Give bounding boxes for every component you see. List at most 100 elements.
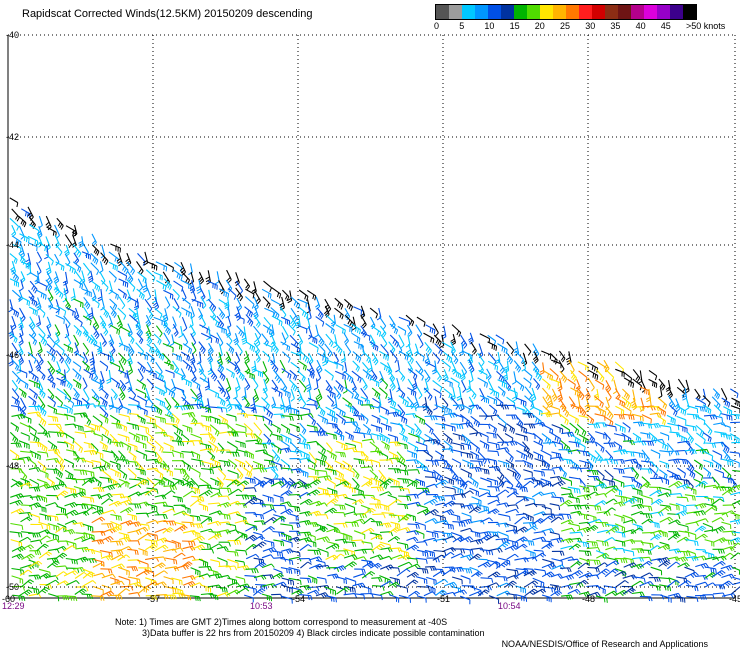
wind-barb [207, 280, 218, 290]
wind-barb [369, 554, 384, 560]
wind-barb [433, 334, 442, 347]
wind-barb [54, 467, 63, 479]
wind-barb [694, 469, 704, 481]
wind-barb [162, 451, 175, 457]
wind-barb [487, 334, 497, 346]
wind-barb [378, 387, 388, 399]
wind-barb [254, 350, 261, 363]
wind-barb [262, 504, 275, 510]
wind-barb [379, 580, 394, 588]
wind-barb [324, 369, 334, 381]
wind-barb [379, 406, 389, 416]
time-label: 10:53 [250, 601, 273, 611]
wind-barb [169, 334, 175, 347]
wind-barb [371, 352, 379, 366]
wind-barb [273, 504, 287, 511]
wind-barb [48, 593, 60, 602]
wind-barb [128, 343, 135, 356]
wind-barb [191, 523, 203, 529]
wind-barb [480, 517, 493, 523]
wind-barb [444, 581, 458, 588]
wind-barb [560, 519, 574, 525]
wind-barb [136, 332, 144, 345]
wind-barb [640, 505, 653, 512]
wind-barb [306, 489, 321, 496]
wind-barb [271, 550, 284, 557]
wind-barb [729, 451, 740, 458]
wind-barb [45, 236, 51, 251]
wind-barb [272, 433, 283, 442]
wind-barb [182, 359, 193, 373]
wind-barb [613, 449, 628, 455]
wind-barb [352, 351, 362, 363]
wind-barb [371, 577, 383, 583]
wind-barb [317, 414, 329, 425]
wind-barb [28, 405, 42, 411]
scale-swatch [514, 5, 527, 19]
wind-barb [523, 469, 533, 477]
wind-barb [588, 423, 601, 429]
wind-barb [720, 580, 733, 587]
wind-barb [559, 499, 573, 507]
wind-barb [658, 378, 666, 391]
wind-barb [369, 307, 378, 319]
wind-barb [128, 540, 141, 546]
wind-barb [360, 315, 367, 329]
wind-barb [405, 351, 414, 364]
wind-barb [551, 424, 564, 434]
wind-barb [539, 362, 545, 375]
wind-barb [19, 279, 24, 292]
wind-barb [434, 368, 442, 382]
wind-barb [650, 477, 664, 483]
wind-barb [397, 503, 409, 510]
wind-barb [299, 350, 310, 364]
wind-barb [74, 588, 87, 595]
wind-barb [676, 386, 685, 398]
wind-barb [503, 361, 510, 373]
wind-barb [486, 477, 499, 486]
wind-barb [640, 432, 651, 439]
wind-barb [38, 483, 52, 490]
wind-barb [146, 332, 153, 345]
wind-barb [137, 278, 144, 291]
wind-barb [435, 422, 446, 430]
wind-barb [18, 536, 32, 543]
wind-barb [236, 587, 250, 595]
wind-barb [163, 484, 178, 491]
wind-barb [397, 387, 406, 399]
scale-swatch [475, 5, 488, 19]
wind-barb [351, 440, 363, 448]
wind-barb [228, 287, 237, 300]
latitude-label: -40 [6, 30, 19, 40]
wind-barb [570, 560, 583, 568]
wind-barb [117, 433, 130, 443]
wind-barb [451, 324, 462, 337]
wind-barb [119, 261, 129, 275]
wind-barb [659, 460, 669, 469]
wind-barb [207, 351, 214, 364]
wind-barb [624, 458, 639, 465]
wind-barb [486, 368, 492, 381]
wind-barb [450, 513, 461, 522]
wind-barb [505, 508, 519, 514]
wind-barb [12, 359, 20, 371]
wind-barb [730, 512, 740, 521]
wind-barb [344, 308, 351, 321]
wind-barb [399, 432, 408, 443]
wind-barb [200, 424, 212, 432]
wind-barb [172, 323, 179, 337]
wind-barb [206, 326, 211, 341]
wind-barb [19, 233, 30, 244]
wind-barb [8, 353, 14, 367]
wind-barb [155, 261, 168, 272]
wind-barb [701, 388, 706, 401]
wind-barb [143, 251, 149, 266]
wind-barb [649, 467, 658, 480]
wind-barb [181, 297, 191, 309]
wind-barb [531, 491, 545, 498]
wind-barb [426, 530, 439, 539]
scale-swatch [527, 5, 540, 19]
wind-barb [207, 298, 217, 312]
wind-barb [244, 406, 257, 414]
